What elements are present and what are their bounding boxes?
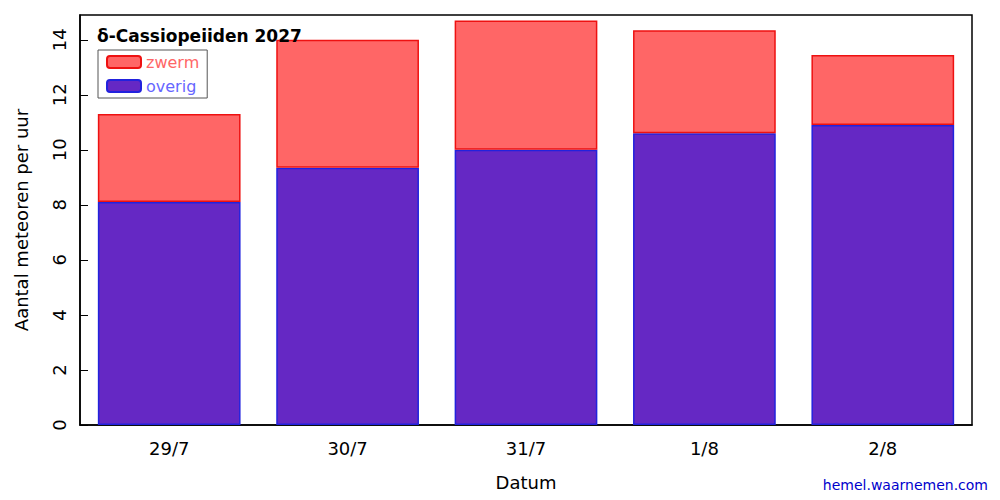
svg-text:hemel.waarnemen.com: hemel.waarnemen.com: [823, 477, 988, 493]
svg-text:2/8: 2/8: [868, 438, 897, 459]
svg-text:2: 2: [49, 364, 70, 375]
svg-text:6: 6: [49, 254, 70, 265]
svg-text:overig: overig: [146, 77, 196, 96]
svg-text:0: 0: [49, 419, 70, 430]
svg-text:14: 14: [49, 28, 70, 51]
svg-text:10: 10: [49, 138, 70, 161]
svg-text:Datum: Datum: [496, 472, 557, 493]
svg-text:δ-Cassiopeiiden 2027: δ-Cassiopeiiden 2027: [97, 26, 302, 46]
svg-text:8: 8: [49, 199, 70, 210]
svg-text:31/7: 31/7: [506, 438, 546, 459]
svg-text:30/7: 30/7: [327, 438, 367, 459]
svg-text:4: 4: [49, 309, 70, 320]
svg-text:1/8: 1/8: [690, 438, 719, 459]
svg-text:Aantal meteoren per uur: Aantal meteoren per uur: [11, 108, 32, 331]
svg-text:29/7: 29/7: [149, 438, 189, 459]
svg-text:12: 12: [49, 83, 70, 106]
svg-text:zwerm: zwerm: [146, 53, 199, 72]
